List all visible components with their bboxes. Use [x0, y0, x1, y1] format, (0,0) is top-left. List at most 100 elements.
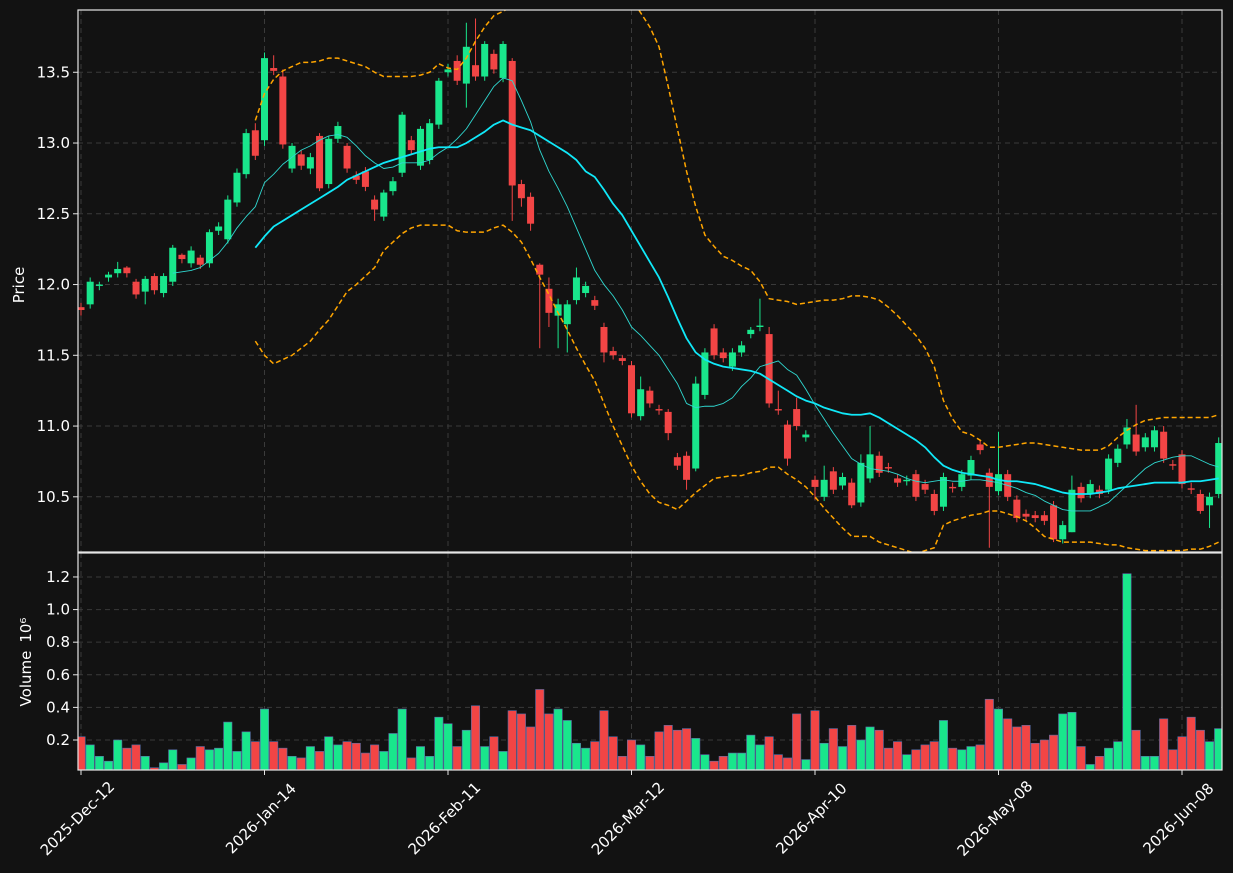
volume-bar	[113, 739, 123, 770]
candle-body	[187, 250, 195, 264]
volume-bar	[1195, 729, 1205, 770]
volume-bar	[1039, 739, 1049, 770]
volume-bar	[1131, 729, 1141, 770]
volume-bar	[1177, 736, 1187, 770]
volume-bar	[104, 760, 114, 770]
candle-body	[903, 479, 911, 482]
volume-bar	[645, 756, 655, 770]
volume-bar	[406, 757, 416, 770]
candle-body	[481, 43, 489, 77]
candle-body	[692, 383, 700, 469]
volume-bar	[755, 744, 765, 770]
volume-bar	[847, 725, 857, 770]
volume-bar	[1076, 746, 1086, 770]
candle-body	[361, 171, 369, 187]
volume-bar	[636, 744, 646, 770]
volume-offset: 10⁶	[17, 618, 35, 643]
candle-body	[178, 254, 186, 260]
volume-bar	[764, 736, 774, 770]
volume-bar	[1003, 718, 1013, 770]
y-tick-label: 11.0	[37, 417, 70, 435]
candle-body	[490, 53, 498, 70]
y-tick-label: 1.2	[46, 568, 70, 586]
volume-bar	[581, 747, 591, 770]
volume-bar	[204, 749, 214, 770]
candle-body	[600, 326, 608, 353]
y-tick-label: 12.5	[37, 205, 70, 223]
candle-body	[86, 281, 94, 305]
volume-bar	[1205, 741, 1215, 770]
candle-body	[591, 300, 599, 306]
candle-body	[233, 172, 241, 203]
candle-body	[150, 276, 158, 291]
candle-body	[343, 145, 351, 169]
volume-bar	[1067, 711, 1077, 770]
candle-body	[1086, 484, 1094, 494]
candle-body	[747, 329, 755, 335]
volume-bar	[948, 747, 958, 770]
y-tick-label: 0.4	[46, 698, 70, 716]
candle-body	[802, 434, 810, 438]
volume-bar	[498, 751, 508, 770]
candle-body	[701, 352, 709, 395]
candle-body	[416, 128, 424, 166]
volume-bar	[305, 746, 315, 770]
volume-bar	[1159, 718, 1169, 770]
candle-body	[251, 130, 259, 156]
volume-bar	[801, 759, 811, 770]
candle-body	[967, 460, 975, 476]
candle-body	[664, 411, 672, 434]
candle-body	[609, 351, 617, 356]
y-tick-label: 12.0	[37, 276, 70, 294]
volume-bar	[1140, 756, 1150, 770]
volume-bar	[241, 731, 251, 770]
volume-bar	[342, 741, 352, 770]
volume-bar	[278, 747, 288, 770]
volume-bar	[562, 720, 572, 770]
candle-body	[141, 278, 149, 292]
candle-body	[160, 276, 168, 294]
volume-bar	[223, 721, 233, 770]
volume-bar	[1214, 728, 1222, 770]
volume-bar	[746, 734, 756, 770]
volume-bar	[461, 729, 471, 770]
volume-bar	[159, 762, 169, 770]
volume-bar	[865, 726, 875, 770]
candle-body	[857, 462, 865, 503]
volume-bar	[122, 747, 132, 770]
volume-bar	[709, 760, 719, 770]
candle-body	[958, 474, 966, 487]
volume-bar	[287, 756, 297, 770]
volume-bar	[1168, 749, 1178, 770]
volume-bar	[415, 746, 425, 770]
candle-body	[1215, 443, 1222, 494]
y-tick-label: 0.6	[46, 666, 70, 684]
volume-bar	[232, 751, 242, 770]
volume-bar	[838, 746, 848, 770]
candle-body	[1013, 499, 1021, 519]
volume-bar	[1012, 726, 1022, 770]
y-tick-label: 10.5	[37, 488, 70, 506]
candle-body	[426, 123, 434, 161]
volume-bar	[388, 733, 398, 770]
candle-body	[462, 46, 470, 84]
volume-bar	[526, 726, 536, 770]
volume-label: Volume	[17, 651, 35, 707]
candle-body	[884, 467, 892, 469]
candle-body	[894, 478, 902, 483]
candle-body	[839, 476, 847, 486]
volume-bar	[700, 754, 710, 770]
candle-body	[95, 284, 103, 286]
candle-body	[196, 257, 204, 265]
volume-bar	[471, 705, 481, 770]
volume-bar	[874, 729, 884, 770]
volume-bar	[516, 713, 526, 770]
volume-bar	[315, 751, 325, 770]
volume-bar	[902, 754, 912, 770]
candle-body	[985, 472, 993, 487]
candle-body	[380, 192, 388, 217]
candle-body	[215, 226, 223, 231]
candle-body	[1114, 448, 1122, 463]
candle-body	[875, 455, 883, 473]
